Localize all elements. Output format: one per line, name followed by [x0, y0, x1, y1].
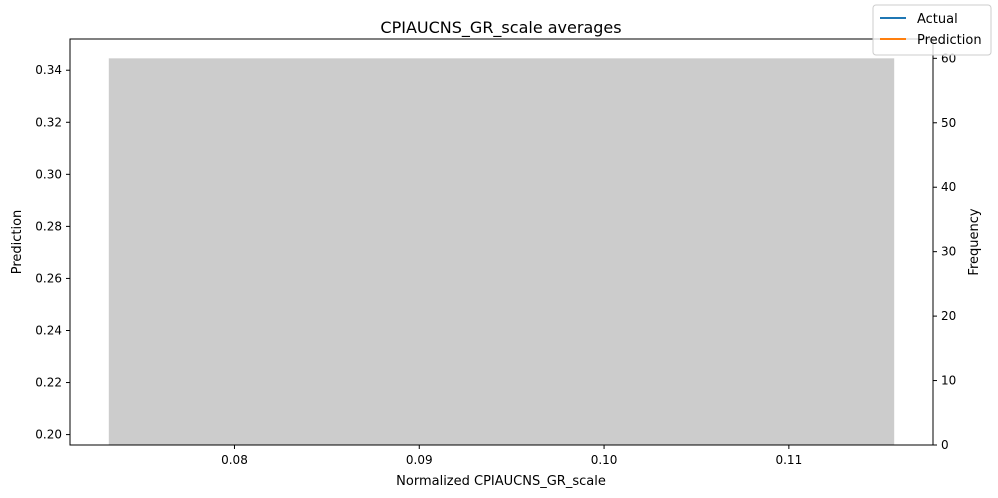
x-tick-label: 0.11: [775, 453, 802, 467]
legend-label-prediction: Prediction: [917, 33, 982, 48]
right-y-tick-label: 50: [941, 116, 956, 130]
plot-frame: [69, 38, 934, 446]
left-y-tick-label: 0.34: [35, 63, 62, 77]
left-y-tick-label: 0.26: [35, 271, 62, 285]
left-y-tick-label: 0.20: [35, 428, 62, 442]
histogram-bar-0: [108, 58, 895, 445]
right-y-axis-label: Frequency: [967, 208, 982, 275]
chart-legend: Actual Prediction: [872, 4, 992, 56]
right-y-tick-label: 0: [941, 438, 949, 452]
right-y-tick-label: 20: [941, 309, 956, 323]
left-y-tick-label: 0.32: [35, 115, 62, 129]
right-y-tick-label: 10: [941, 374, 956, 388]
left-y-axis-ticks: 0.20 0.22 0.24 0.26 0.28 0.30 0.32 0.34: [35, 63, 70, 442]
legend-label-actual: Actual: [917, 12, 958, 27]
x-tick-label: 0.08: [221, 453, 248, 467]
chart-title: CPIAUCNS_GR_scale averages: [380, 18, 621, 38]
left-y-tick-label: 0.30: [35, 167, 62, 181]
left-y-tick-label: 0.22: [35, 376, 62, 390]
x-axis-ticks: 0.08 0.09 0.10 0.11: [221, 445, 802, 467]
x-axis-label: Normalized CPIAUCNS_GR_scale: [396, 474, 606, 489]
histogram-bars: [108, 58, 895, 445]
left-y-tick-label: 0.24: [35, 323, 62, 337]
x-tick-label: 0.09: [406, 453, 433, 467]
x-tick-label: 0.10: [591, 453, 618, 467]
left-y-tick-label: 0.28: [35, 219, 62, 233]
right-y-tick-label: 30: [941, 245, 956, 259]
left-y-axis-label: Prediction: [10, 210, 25, 275]
right-y-tick-label: 40: [941, 180, 956, 194]
